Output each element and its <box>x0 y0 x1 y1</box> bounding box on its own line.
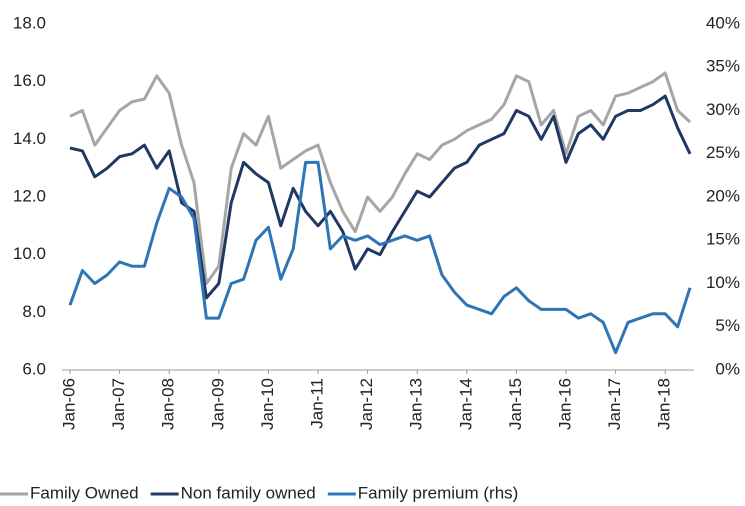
legend-label: Family Owned <box>30 483 139 502</box>
x-tick-label: Jan-13 <box>407 378 426 430</box>
y-tick-label: 10.0 <box>13 244 46 263</box>
x-tick-label: Jan-12 <box>357 378 376 430</box>
y2-tick-label: 15% <box>706 230 740 249</box>
y2-tick-label: 25% <box>706 143 740 162</box>
x-tick-label: Jan-16 <box>555 378 574 430</box>
y-tick-label: 12.0 <box>13 186 46 205</box>
y2-tick-label: 0% <box>715 359 740 378</box>
legend-label: Non family owned <box>181 483 316 502</box>
legend-label: Family premium (rhs) <box>358 483 519 502</box>
y2-tick-label: 35% <box>706 57 740 76</box>
y2-tick-label: 10% <box>706 273 740 292</box>
y-tick-label: 8.0 <box>22 302 46 321</box>
series-line <box>68 160 692 355</box>
x-tick-label: Jan-11 <box>307 378 326 429</box>
x-tick-label: Jan-17 <box>605 378 624 430</box>
x-tick-label: Jan-09 <box>208 378 227 430</box>
y2-tick-label: 30% <box>706 100 740 119</box>
x-tick-label: Jan-07 <box>109 378 128 430</box>
y-tick-label: 16.0 <box>13 71 46 90</box>
x-tick-label: Jan-18 <box>655 378 674 430</box>
x-tick-label: Jan-08 <box>159 378 178 430</box>
y-tick-label: 6.0 <box>22 359 46 378</box>
x-tick-label: Jan-10 <box>258 378 277 430</box>
series-line <box>69 71 692 285</box>
x-tick-label: Jan-06 <box>59 378 78 430</box>
y2-tick-label: 20% <box>706 186 740 205</box>
y2-tick-label: 40% <box>706 13 740 32</box>
y-tick-label: 14.0 <box>13 129 46 148</box>
y-tick-label: 18.0 <box>13 13 46 32</box>
series-line <box>69 94 692 300</box>
x-tick-label: Jan-14 <box>456 378 475 430</box>
x-tick-label: Jan-15 <box>506 378 525 430</box>
y2-tick-label: 5% <box>715 316 740 335</box>
